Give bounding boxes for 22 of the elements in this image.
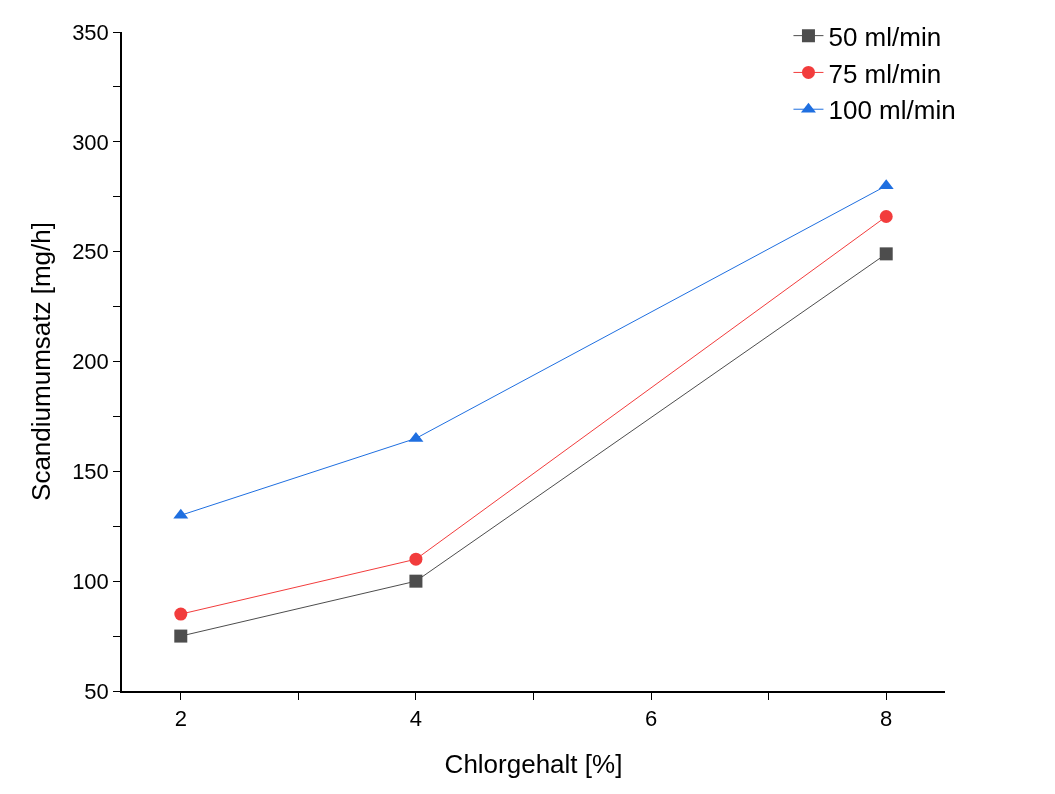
legend-label: 100 ml/min [828,95,956,126]
y-tick-label: 250 [72,239,109,265]
legend-label: 50 ml/min [828,21,942,52]
point [879,247,893,261]
y-tick-label: 150 [72,459,109,485]
point [409,574,423,588]
y-tick-label: 50 [84,678,109,704]
y-tick-label: 100 [72,568,109,594]
x-tick-label: 8 [880,706,893,732]
y-axis-title: Scandiumumsatz [mg/h] [26,222,57,501]
x-tick-label: 6 [644,706,658,732]
point [879,210,893,224]
point [409,552,423,566]
x-axis-title: Chlorgehalt [%] [444,749,623,780]
point [174,607,188,621]
legend-label: 75 ml/min [828,58,942,89]
y-tick-label: 300 [72,129,109,155]
y-tick-label: 350 [72,19,109,45]
point [174,629,188,643]
x-tick-label: 2 [174,706,187,732]
y-tick-label: 200 [72,349,109,375]
x-tick-label: 4 [409,706,423,732]
